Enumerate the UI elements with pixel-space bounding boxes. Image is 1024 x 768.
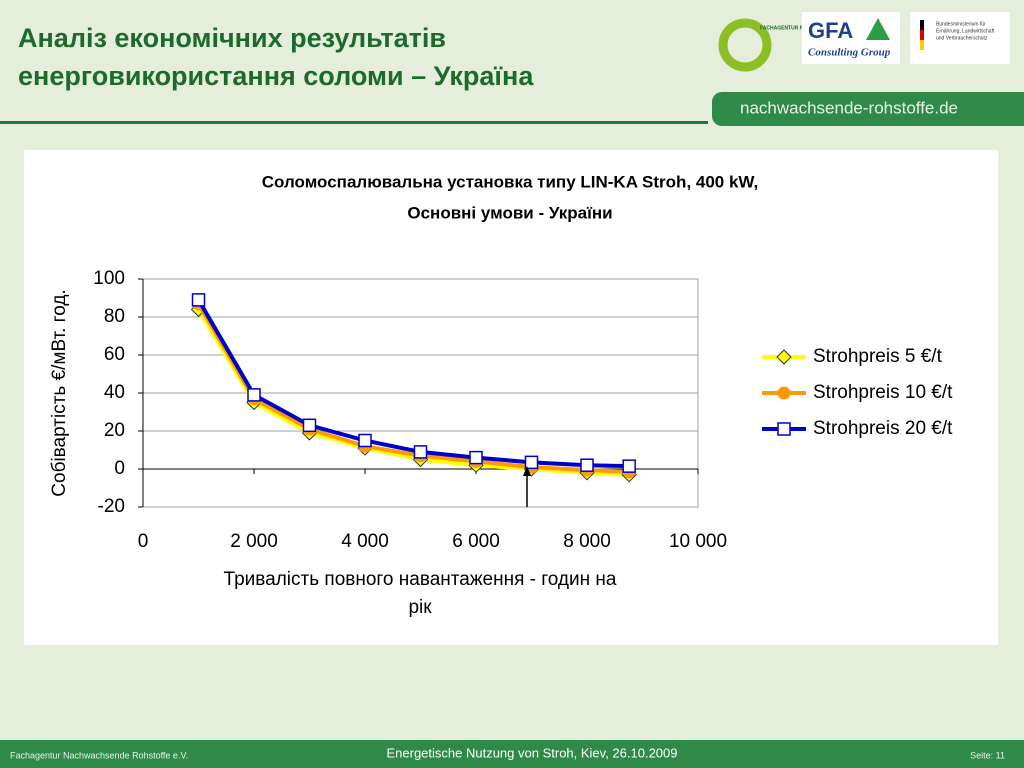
chart-title: Соломоспалювальна установка типу LIN-KA … — [262, 172, 759, 191]
marker — [777, 386, 791, 400]
legend-label: Strohpreis 10 €/t — [813, 382, 953, 403]
marker — [302, 418, 317, 433]
footer-right: Seite: 11 — [970, 750, 1005, 760]
x-axis-label: рік — [408, 597, 432, 618]
marker — [777, 422, 791, 436]
legend-label: Strohpreis 5 €/t — [813, 346, 943, 367]
marker — [580, 458, 594, 472]
y-tick-label: -20 — [98, 496, 125, 517]
marker — [191, 293, 206, 307]
y-tick-label: 40 — [104, 382, 125, 403]
y-tick-label: 60 — [104, 344, 125, 365]
site-text: nachwachsende-rohstoffe.de — [740, 98, 958, 117]
logo-gfa-text: GFA — [808, 18, 853, 43]
marker — [358, 433, 372, 448]
title-line: Аналіз економічних результатів — [18, 23, 446, 53]
flag-black — [920, 20, 924, 30]
chart-panel — [24, 150, 998, 645]
x-tick-label: 8 000 — [563, 531, 611, 552]
flag-gold — [920, 40, 924, 50]
flag-red — [920, 30, 924, 40]
y-tick-label: 0 — [114, 458, 125, 479]
y-tick-label: 20 — [104, 420, 125, 441]
plot: -20 0 20 40 60 80 100 0 2 000 4 000 6 000 8 000 10 0… — [93, 268, 953, 552]
logo-bmelv-text: und Verbraucherschutz — [936, 35, 988, 41]
marker — [413, 445, 428, 459]
footer-center: Energetische Nutzung von Stroh, Kiev, 26… — [386, 745, 677, 760]
marker — [622, 459, 636, 473]
logo-gfa-sub: Consulting Group — [808, 47, 891, 59]
logo-bmelv — [910, 12, 1010, 64]
marker — [524, 455, 539, 470]
x-tick-label: 2 000 — [230, 531, 278, 552]
marker — [247, 388, 261, 402]
x-axis-label: Тривалість повного навантаження - годин … — [224, 569, 617, 590]
logo-gfa-mark — [866, 18, 890, 40]
logo-bmelv-text: Bundesministerium für — [936, 21, 986, 27]
x-tick-label: 6 000 — [452, 531, 500, 552]
legend-label: Strohpreis 20 €/t — [813, 418, 953, 439]
logo-fnr-mark — [718, 18, 772, 72]
annotation-arrowhead — [523, 466, 531, 476]
marker — [776, 349, 792, 365]
footer-band — [0, 740, 1024, 768]
site-band — [712, 92, 1024, 126]
x-tick-label: 4 000 — [341, 531, 389, 552]
x-tick-label: 0 — [138, 531, 149, 552]
y-axis-label: Собівартість €/мВт. год. — [49, 289, 70, 496]
chart-title: Основні умови - України — [407, 203, 612, 222]
marker — [469, 450, 483, 465]
y-tick-label: 80 — [104, 306, 125, 327]
x-tick-label: 10 000 — [669, 531, 727, 552]
footer-left: Fachagentur Nachwachsende Rohstoffe e.V. — [10, 750, 188, 760]
y-tick-label: 100 — [93, 268, 125, 289]
header-rule — [0, 121, 708, 124]
logo-bmelv-text: Ernährung, Landwirtschaft — [936, 28, 995, 34]
title-line: енерговикористання соломи – Україна — [18, 61, 534, 91]
